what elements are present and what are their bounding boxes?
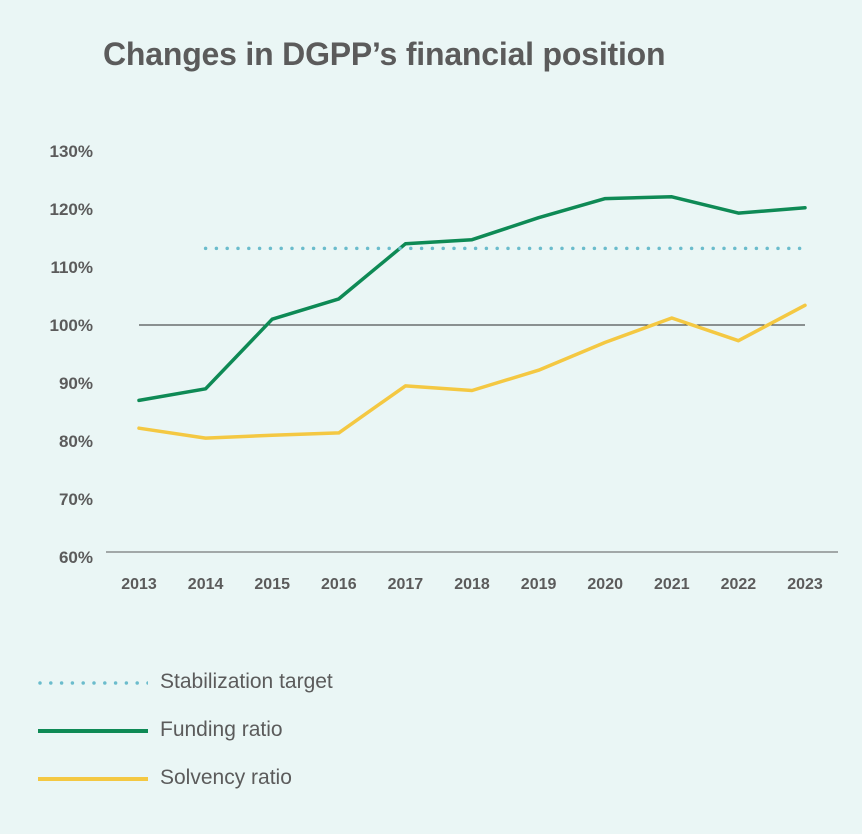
line-chart: 60%70%80%90%100%110%120%130% 2013 2014 201… (50, 142, 838, 593)
x-tick-label: 2016 (321, 576, 357, 593)
x-tick-label: 2021 (654, 576, 690, 593)
x-tick-label: 2022 (721, 576, 757, 593)
x-tick-label: 2018 (454, 576, 490, 593)
y-tick-label: 100% (50, 316, 93, 335)
x-tick-label: 2023 (787, 576, 823, 593)
x-tick-label: 2015 (254, 576, 290, 593)
series-line-solvency (137, 303, 807, 440)
legend-swatch-solvency (38, 777, 148, 781)
x-tick-label: 2014 (188, 576, 224, 593)
legend-item-solvency: Solvency ratio (38, 764, 438, 794)
x-tick-label: 2019 (521, 576, 557, 593)
y-tick-label: 110% (50, 258, 93, 277)
chart-title: Changes in DGPP’s financial position (103, 36, 666, 72)
y-tick-label: 60% (59, 548, 93, 567)
legend-item-funding: Funding ratio (38, 716, 438, 746)
y-tick-label: 130% (50, 142, 93, 161)
legend-swatch-target (38, 681, 148, 685)
x-tick-label: 2013 (121, 576, 157, 593)
legend-item-target: Stabilization target (38, 668, 438, 698)
legend-swatch-funding (38, 729, 148, 733)
x-tick-label: 2020 (587, 576, 623, 593)
legend-label-target: Stabilization target (160, 670, 333, 693)
series-line-funding (137, 195, 807, 403)
x-tick-label: 2017 (388, 576, 424, 593)
x-axis: 2013 2014 2015 2016 2017 2018 2019 2020 2021 2022… (106, 551, 838, 593)
y-axis: 60% 70% 80% 90% 100% 110% 120% 130% (50, 142, 93, 567)
y-tick-label: 120% (50, 200, 93, 219)
y-tick-label: 70% (59, 490, 93, 509)
y-tick-label: 90% (59, 374, 93, 393)
y-tick-label: 80% (59, 432, 93, 451)
plot-area (137, 195, 807, 440)
legend-label-solvency: Solvency ratio (160, 766, 292, 789)
legend-label-funding: Funding ratio (160, 718, 283, 741)
